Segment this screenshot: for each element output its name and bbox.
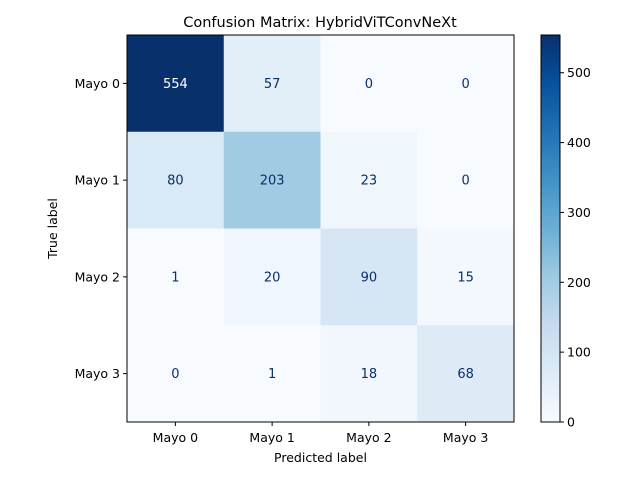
x-tick-label: Mayo 2 bbox=[346, 430, 391, 445]
cell-value-label: 0 bbox=[461, 174, 469, 189]
cell-value-label: 0 bbox=[461, 77, 469, 92]
cell-value-label: 15 bbox=[457, 270, 474, 285]
heatmap-cell bbox=[320, 325, 418, 423]
y-tick-label: Mayo 2 bbox=[75, 269, 120, 284]
cell-value-label: 554 bbox=[163, 77, 188, 92]
heatmap-cell bbox=[320, 131, 418, 229]
heatmap-cell bbox=[320, 35, 418, 133]
colorbar-tick-label: 100 bbox=[567, 345, 591, 360]
colorbar-tick-label: 300 bbox=[567, 205, 591, 220]
heatmap-cell bbox=[127, 325, 225, 423]
colorbar-tick-label: 500 bbox=[567, 65, 591, 80]
colorbar-frame bbox=[540, 34, 561, 423]
heatmap-cell bbox=[417, 35, 515, 133]
heatmap-cell bbox=[223, 35, 321, 133]
y-axis-label: True label bbox=[45, 198, 60, 260]
x-tick-label: Mayo 0 bbox=[153, 430, 198, 445]
heatmap-cell bbox=[127, 35, 225, 133]
colorbar-ticks: 0 100 200 300 400 500 bbox=[560, 65, 591, 430]
heatmap-cell bbox=[417, 131, 515, 229]
colorbar-tick-label: 400 bbox=[567, 135, 591, 150]
heatmap-cell bbox=[223, 228, 321, 326]
cell-value-label: 1 bbox=[171, 270, 179, 285]
y-axis-ticks: Mayo 0 Mayo 1 Mayo 2 Mayo 3 bbox=[75, 76, 127, 381]
y-tick-label: Mayo 0 bbox=[75, 76, 120, 91]
cell-value-label: 80 bbox=[167, 174, 184, 189]
cell-value-label: 0 bbox=[171, 367, 179, 382]
heatmap-cell bbox=[223, 131, 321, 229]
cell-value-label: 203 bbox=[260, 174, 285, 189]
chart-title: Confusion Matrix: HybridViTConvNeXt bbox=[183, 15, 457, 31]
colorbar-tick-label: 0 bbox=[567, 415, 575, 430]
colorbar bbox=[541, 35, 560, 422]
heatmap-cell bbox=[223, 325, 321, 423]
cell-value-label: 23 bbox=[361, 174, 378, 189]
cell-value-label: 0 bbox=[365, 77, 373, 92]
colorbar-tick-label: 200 bbox=[567, 275, 591, 290]
heatmap-cell bbox=[417, 325, 515, 423]
x-tick-label: Mayo 3 bbox=[443, 430, 488, 445]
heatmap-cell bbox=[417, 228, 515, 326]
cell-value-label: 20 bbox=[264, 270, 281, 285]
cell-value-label: 90 bbox=[361, 270, 378, 285]
cell-value-label: 68 bbox=[457, 367, 474, 382]
heatmap-cell bbox=[127, 228, 225, 326]
y-tick-label: Mayo 1 bbox=[75, 173, 120, 188]
plot-frame bbox=[126, 34, 515, 423]
x-tick-label: Mayo 1 bbox=[249, 430, 294, 445]
x-axis-ticks: Mayo 0 Mayo 1 Mayo 2 Mayo 3 bbox=[153, 422, 488, 445]
cell-value-label: 57 bbox=[264, 77, 281, 92]
heatmap-cells: 554 57 0 0 80 203 23 0 1 20 90 15 0 1 18 68 bbox=[127, 35, 515, 423]
heatmap-cell bbox=[320, 228, 418, 326]
cell-value-label: 1 bbox=[268, 367, 276, 382]
cell-value-label: 18 bbox=[361, 367, 378, 382]
x-axis-label: Predicted label bbox=[274, 450, 367, 465]
heatmap-cell bbox=[127, 131, 225, 229]
y-tick-label: Mayo 3 bbox=[75, 366, 120, 381]
